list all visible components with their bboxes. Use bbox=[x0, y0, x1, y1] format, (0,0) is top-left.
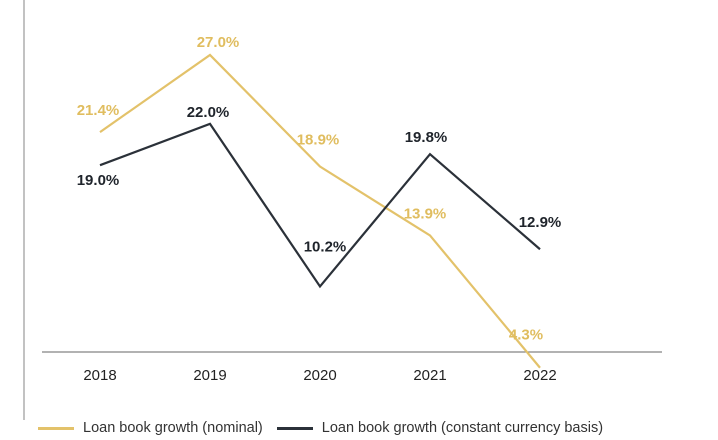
x-tick-label-2018: 2018 bbox=[83, 367, 116, 384]
series-layer bbox=[99, 53, 541, 369]
data-label-constant-currency-2020: 10.2% bbox=[304, 238, 347, 255]
x-tick-label-2019: 2019 bbox=[193, 367, 226, 384]
data-label-nominal-2018: 21.4% bbox=[77, 102, 120, 119]
legend-item-constant-currency: Loan book growth (constant currency basi… bbox=[276, 420, 604, 436]
legend-label-nominal: Loan book growth (nominal) bbox=[83, 420, 263, 436]
x-tick-layer: 2018 2019 2020 2021 2022 bbox=[83, 367, 556, 384]
x-tick-label-2021: 2021 bbox=[413, 367, 446, 384]
data-label-constant-currency-2018: 19.0% bbox=[77, 172, 120, 189]
legend-label-constant-currency: Loan book growth (constant currency basi… bbox=[321, 420, 604, 436]
legend: Loan book growth (nominal) Loan book gro… bbox=[38, 420, 617, 436]
data-label-nominal-2020: 18.9% bbox=[297, 132, 340, 149]
legend-item-nominal: Loan book growth (nominal) bbox=[38, 420, 263, 436]
data-label-constant-currency-2022: 12.9% bbox=[519, 214, 562, 231]
x-tick-label-2022: 2022 bbox=[523, 367, 556, 384]
x-tick-label-2020: 2020 bbox=[303, 367, 336, 384]
line-chart: 2018 2019 2020 2021 2022 21.4% 27.0% 18.9% 13.9… bbox=[23, 0, 662, 420]
legend-swatch-nominal bbox=[38, 426, 74, 430]
data-label-constant-currency-2019: 22.0% bbox=[187, 104, 230, 121]
data-label-constant-currency-2021: 19.8% bbox=[405, 129, 448, 146]
data-label-nominal-2021: 13.9% bbox=[404, 205, 447, 222]
legend-swatch-constant-currency bbox=[276, 426, 313, 430]
data-label-layer: 21.4% 27.0% 18.9% 13.9% 4.3% 19.0% 22.0% 10.2% 1… bbox=[77, 34, 562, 344]
data-label-nominal-2019: 27.0% bbox=[197, 34, 240, 51]
series-line-nominal bbox=[99, 53, 541, 369]
data-label-nominal-2022: 4.3% bbox=[509, 327, 543, 344]
